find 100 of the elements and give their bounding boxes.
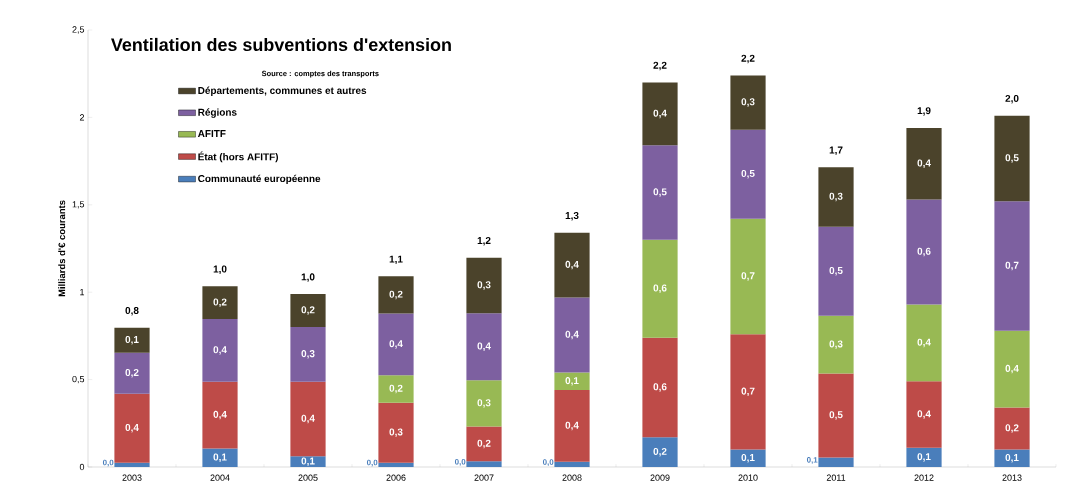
data-label: 0,3 [477,399,491,408]
x-tick-label: 2013 [1002,474,1022,481]
data-label: 0,1 [213,453,227,462]
data-label: 0,7 [1005,261,1019,271]
y-tick-label: 1,5 [72,201,85,209]
y-tick-label: 1 [80,289,85,296]
data-label: 0,1 [741,454,755,463]
bar [114,327,150,353]
y-tick-label: 0,5 [72,375,85,384]
x-tick-label: 2012 [914,474,934,481]
bar [554,461,590,467]
x-tick-label: 2011 [826,474,846,481]
data-label: 0,2 [1005,424,1019,433]
data-label: 0,4 [917,159,931,168]
bar [642,82,678,146]
bar [730,75,766,130]
data-label: 0,3 [301,350,315,359]
bar [466,380,502,427]
data-label: 0,2 [213,298,227,307]
x-tick-label: 2007 [474,474,494,481]
bar [818,315,854,374]
x-tick-label: 2008 [562,474,582,481]
data-label: 0,6 [653,284,667,293]
legend-label: AFITF [197,130,226,137]
data-label: 0,4 [653,109,667,119]
data-label: 0,5 [829,266,843,276]
bar [994,407,1030,450]
bar [906,447,942,467]
total-label: 1,0 [213,265,227,274]
data-label: 0,7 [741,387,755,397]
data-label: 0,5 [741,169,755,179]
bar [114,352,150,394]
bar [378,313,414,376]
bar [730,218,766,335]
x-tick-label: 2005 [298,474,318,481]
bar [642,337,678,438]
data-label: 0,4 [917,410,931,419]
bar [202,381,238,449]
data-label: 0,4 [917,338,931,348]
bar [290,294,326,327]
chart-title: Ventilation des subventions d'extension [111,37,451,52]
total-label: 1,0 [301,273,315,282]
data-label: 0,1 [565,377,579,386]
data-label: 0,2 [389,384,403,394]
data-label: 0,4 [213,346,227,355]
data-label: 0,4 [125,423,139,433]
data-label: 0,4 [389,340,403,349]
total-label: 1,3 [565,212,579,221]
total-label: 1,2 [477,237,491,246]
data-label: 0,5 [829,411,843,420]
y-tick-label: 2 [79,114,85,121]
total-label: 2,2 [741,54,755,64]
data-label: 0,1 [301,457,315,466]
bar [466,461,502,467]
data-label: 0,3 [829,340,843,349]
bar [466,313,502,381]
x-tick-label: 2003 [122,474,142,481]
data-label: 0,2 [301,306,315,315]
x-tick-label: 2010 [738,474,758,481]
legend-label: Départements, communes et autres [198,86,367,96]
data-label: 0,4 [565,421,579,431]
bar [554,390,590,462]
bar [906,127,942,200]
bar [818,226,854,316]
x-tick-label: 2004 [210,474,230,481]
data-label: 0,2 [653,447,667,457]
bar [818,373,854,458]
data-label: 0,4 [565,260,579,270]
bar [466,257,502,314]
data-label: 0,4 [565,330,579,340]
data-label: 0,5 [1005,154,1019,163]
total-label: 1,7 [829,146,843,155]
bar [994,201,1030,331]
total-label: 2,0 [1005,94,1019,104]
bar [466,426,502,462]
bar [906,199,942,305]
data-label: 0,7 [741,272,755,281]
data-label: 0,6 [917,247,931,257]
data-label: 0,6 [653,383,667,392]
bar [554,232,590,298]
bar [114,393,150,463]
bar [378,462,414,467]
bar [730,449,766,467]
data-label: 0,2 [125,368,139,378]
data-label: 0,1 [917,453,931,462]
bar [994,330,1030,408]
bar [202,319,238,382]
data-label: 0,4 [213,410,227,420]
bar [378,276,414,314]
total-label: 1,1 [389,255,403,265]
total-label: 1,9 [917,107,931,116]
data-label: 0,4 [477,342,491,351]
data-label: 0,5 [653,188,667,197]
bar [202,448,238,467]
bar [730,334,766,450]
data-label: 0,3 [389,428,403,437]
y-tick-label: 2,5 [72,26,85,34]
total-label: 2,2 [653,61,667,71]
bar [818,167,854,227]
bar [818,457,854,467]
